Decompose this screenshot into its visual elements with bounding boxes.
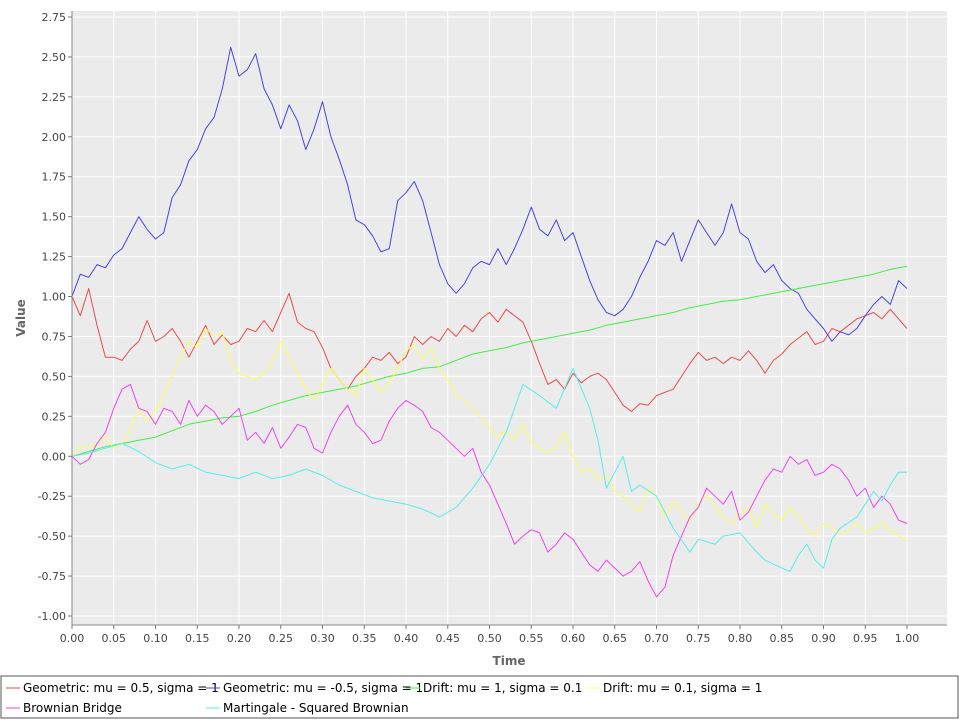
y-tick-label: 2.25 bbox=[42, 91, 67, 104]
legend-label: Geometric: mu = -0.5, sigma = 1 bbox=[223, 681, 423, 695]
series-line-4 bbox=[71, 328, 908, 540]
y-tick-label: 0.50 bbox=[42, 370, 67, 383]
legend: Geometric: mu = 0.5, sigma = 1 Geometric:… bbox=[6, 681, 762, 715]
y-tick-label: 1.50 bbox=[42, 211, 67, 224]
plot-area bbox=[72, 11, 947, 625]
legend-label: Drift: mu = 0.1, sigma = 1 bbox=[603, 681, 762, 695]
series-line-1 bbox=[71, 288, 908, 412]
legend-label: Brownian Bridge bbox=[23, 701, 122, 715]
series-line-2 bbox=[71, 46, 908, 342]
x-tick-label: 0.60 bbox=[561, 632, 586, 645]
y-tick-label: 2.00 bbox=[42, 131, 67, 144]
x-tick-label: 0.85 bbox=[770, 632, 795, 645]
series-layer bbox=[71, 46, 908, 598]
x-axis-ticks: 0.00 0.05 0.10 0.15 0.20 0.25 0.30 0.35 0.40 0.45… bbox=[60, 625, 920, 645]
legend-label: Martingale - Squared Brownian bbox=[223, 701, 409, 715]
y-tick-label: -0.50 bbox=[38, 530, 66, 543]
y-tick-label: 0.75 bbox=[42, 330, 67, 343]
x-tick-label: 0.90 bbox=[811, 632, 836, 645]
y-tick-label: 1.75 bbox=[42, 171, 67, 184]
x-tick-label: 0.25 bbox=[269, 632, 294, 645]
series-line-3 bbox=[71, 265, 908, 457]
series-line-5 bbox=[71, 383, 908, 598]
y-tick-label: -1.00 bbox=[38, 610, 66, 623]
x-tick-label: 0.35 bbox=[352, 632, 377, 645]
x-tick-label: 0.20 bbox=[227, 632, 252, 645]
x-tick-label: 0.00 bbox=[60, 632, 85, 645]
legend-label: Drift: mu = 1, sigma = 0.1 bbox=[423, 681, 582, 695]
x-tick-label: 0.40 bbox=[394, 632, 419, 645]
legend-box bbox=[0, 675, 959, 719]
x-tick-label: 0.65 bbox=[603, 632, 628, 645]
y-tick-label: 1.00 bbox=[42, 291, 67, 304]
y-tick-label: 1.25 bbox=[42, 251, 67, 264]
legend-label: Geometric: mu = 0.5, sigma = 1 bbox=[23, 681, 219, 695]
x-tick-label: 0.45 bbox=[436, 632, 461, 645]
y-tick-label: 2.75 bbox=[42, 11, 67, 24]
series-line-6 bbox=[71, 367, 907, 572]
x-tick-label: 0.75 bbox=[686, 632, 711, 645]
y-tick-label: 0.25 bbox=[42, 410, 67, 423]
x-tick-label: 0.80 bbox=[728, 632, 753, 645]
x-tick-label: 1.00 bbox=[895, 632, 920, 645]
y-tick-label: 2.50 bbox=[42, 51, 67, 64]
x-tick-label: 0.70 bbox=[644, 632, 669, 645]
grid-lines bbox=[71, 11, 947, 625]
x-tick-label: 0.15 bbox=[185, 632, 210, 645]
x-tick-label: 0.10 bbox=[143, 632, 168, 645]
x-tick-label: 0.55 bbox=[519, 632, 544, 645]
x-tick-label: 0.95 bbox=[853, 632, 878, 645]
y-tick-label: -0.25 bbox=[38, 490, 66, 503]
x-axis-label: Time bbox=[493, 654, 526, 668]
x-tick-label: 0.05 bbox=[102, 632, 127, 645]
x-tick-label: 0.50 bbox=[477, 632, 502, 645]
y-tick-label: 0.00 bbox=[42, 450, 67, 463]
y-tick-label: -0.75 bbox=[38, 570, 66, 583]
y-axis-ticks: -1.00 -0.75 -0.50 -0.25 0.00 0.25 0.50 0.75 1.00… bbox=[38, 11, 72, 623]
y-axis-label: Value bbox=[14, 299, 28, 337]
axes bbox=[71, 11, 947, 626]
x-tick-label: 0.30 bbox=[310, 632, 335, 645]
